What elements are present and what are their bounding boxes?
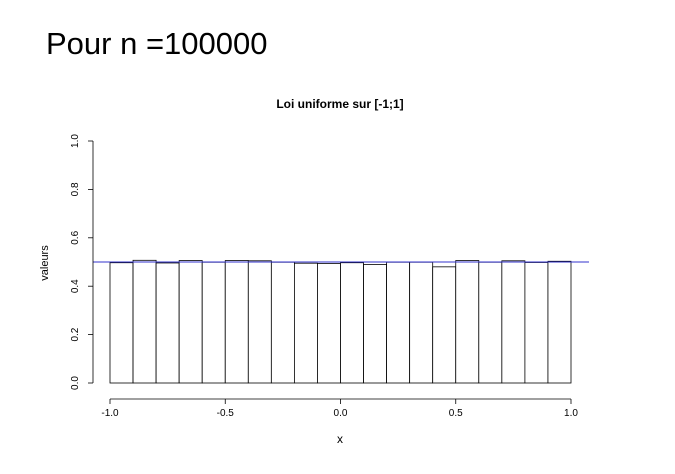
histogram-bar-18 <box>501 260 526 384</box>
histogram-bar-10 <box>317 263 341 384</box>
chart-title: Loi uniforme sur [-1;1] <box>276 97 403 111</box>
x-tick-label: 0.5 <box>449 408 463 419</box>
x-axis-label: x <box>337 432 343 446</box>
histogram-bar-14 <box>409 261 434 384</box>
y-tick-label: 0.8 <box>70 182 81 196</box>
histogram-bar-5 <box>201 261 226 384</box>
y-tick-label: 0.6 <box>70 230 81 244</box>
x-tick-label: -0.5 <box>217 408 235 419</box>
histogram-bar-17 <box>478 261 503 384</box>
x-tick-label: 1.0 <box>564 408 578 419</box>
y-axis-label: valeurs <box>39 245 51 281</box>
y-tick-label: 0.0 <box>70 376 81 390</box>
x-tick-label: 0.0 <box>334 408 348 419</box>
histogram-bar-12 <box>363 264 387 384</box>
y-tick-label: 0.4 <box>70 279 81 293</box>
histogram-bar-8 <box>270 261 295 384</box>
histogram-bar-15 <box>432 266 457 384</box>
histogram-bar-13 <box>386 261 411 384</box>
y-tick-label: 1.0 <box>70 134 81 148</box>
histogram-bar-6 <box>224 260 249 384</box>
histogram-bar-20 <box>547 260 572 384</box>
x-tick-label: -1.0 <box>101 408 119 419</box>
histogram-bar-2 <box>132 259 157 384</box>
histogram-bar-7 <box>247 260 272 384</box>
histogram-bar-19 <box>524 262 549 384</box>
histogram-bar-16 <box>455 260 480 384</box>
y-axis: 0.0 0.2 0.4 0.6 0.8 1.0 <box>70 134 94 390</box>
y-tick-label: 0.2 <box>70 327 81 341</box>
histogram-bar-11 <box>340 262 364 384</box>
histogram-bar-1 <box>109 262 134 384</box>
histogram-bar-4 <box>178 260 203 384</box>
histogram-bars <box>109 259 572 384</box>
histogram-bar-3 <box>155 262 180 384</box>
slide-title: Pour n =100000 <box>46 26 268 61</box>
histogram-bar-9 <box>293 262 318 384</box>
x-axis: -1.0 -0.5 0.0 0.5 1.0 <box>101 398 578 419</box>
